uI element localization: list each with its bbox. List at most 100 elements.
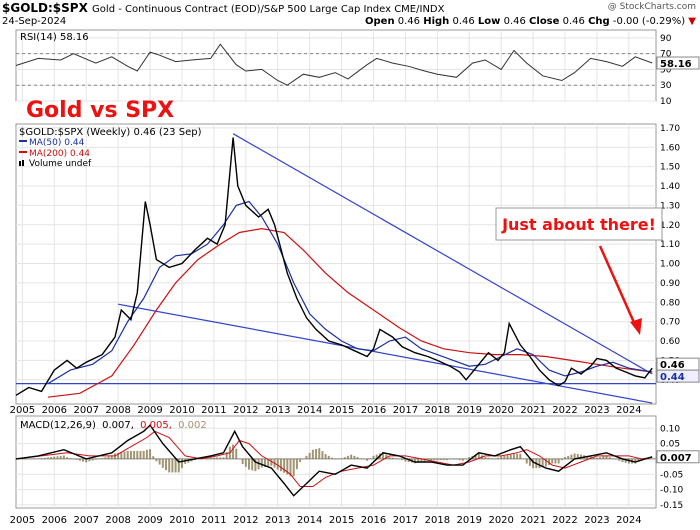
macd-hist-bar [602, 456, 605, 459]
macd-year-label: 2005 [10, 515, 35, 526]
macd-hist-bar [270, 458, 273, 466]
macd-year-label: 2011 [201, 515, 226, 526]
macd-hist-bar [219, 457, 222, 459]
macd-line [15, 424, 653, 497]
macd-year-label: 2012 [233, 515, 258, 526]
price-tick-label: 1.30 [660, 201, 680, 211]
macd-hist-bar [564, 457, 567, 459]
chart-symbol-header: $GOLD:$SPX Gold - Continuous Contract (E… [2, 1, 444, 15]
macd-hist-bar [91, 458, 94, 461]
symbol-label: $GOLD:$SPX [2, 1, 88, 15]
macd-hist-bar [43, 457, 46, 459]
price-tick-label: 0.90 [660, 279, 680, 289]
macd-legend-value: 0.007, [102, 420, 134, 431]
rsi-panel-frame [15, 29, 657, 102]
macd-hist-bar [136, 450, 139, 459]
macd-hist-bar [382, 452, 385, 459]
macd-hist-bar [474, 454, 477, 459]
macd-hist-bar [302, 458, 305, 460]
macd-hist-bar [59, 455, 62, 459]
macd-hist-bar [196, 458, 199, 460]
rsi-tick-label: 70 [660, 50, 672, 60]
macd-hist-bar [599, 457, 602, 459]
macd-hist-bar [260, 458, 263, 468]
price-year-label: 2007 [73, 405, 98, 416]
price-tick-label: 1.40 [660, 182, 680, 192]
open-label: Open [365, 16, 395, 27]
macd-hist-bar [496, 457, 499, 459]
close-label: Close [529, 16, 560, 27]
macd-hist-bar [420, 458, 423, 462]
macd-hist-bar [305, 455, 308, 459]
macd-hist-bar [254, 458, 257, 472]
volume-swatch-2 [22, 160, 24, 166]
ma-last-value: 0.44 [660, 372, 685, 383]
macd-hist-bar [586, 455, 589, 459]
macd-hist-bar [439, 458, 442, 461]
macd-hist-bar [88, 458, 91, 462]
macd-hist-bar [110, 455, 113, 459]
macd-hist-bar [225, 452, 228, 459]
macd-hist-bar [15, 458, 17, 460]
price-tick-label: 1.10 [660, 240, 680, 250]
macd-hist-bar [589, 456, 592, 459]
macd-hist-bar [490, 458, 493, 459]
price-year-label: 2013 [265, 405, 290, 416]
macd-tick-label: 0.10 [660, 424, 680, 434]
macd-hist-bar [551, 458, 554, 464]
source-watermark: @ StockCharts.com [607, 2, 696, 12]
price-year-label: 2023 [584, 405, 609, 416]
macd-hist-bar [608, 457, 611, 459]
macd-hist-bar [356, 457, 359, 459]
macd-hist-bar [206, 457, 209, 459]
macd-hist-bar [407, 458, 410, 462]
trendline-upper [232, 133, 653, 375]
ohlc-readout: Open 0.46 High 0.46 Low 0.46 Close 0.46 … [365, 16, 696, 27]
macd-hist-bar [525, 458, 528, 464]
macd-hist-bar [500, 456, 503, 459]
macd-hist-bar [458, 458, 461, 461]
macd-hist-bar [429, 458, 432, 461]
chg-label: Chg [588, 16, 610, 27]
high-label: High [423, 16, 450, 27]
macd-hist-bar [232, 444, 235, 459]
macd-hist-bar [168, 458, 171, 473]
macd-hist-bar [576, 454, 579, 459]
open-value: 0.46 [397, 16, 421, 27]
macd-hist-bar [512, 454, 515, 459]
macd-hist-bar [24, 458, 27, 460]
macd-hist-bar [129, 450, 132, 459]
macd-hist-bar [452, 458, 455, 460]
macd-hist-bar [133, 450, 136, 459]
macd-hist-bar [171, 458, 174, 473]
macd-hist-bar [327, 455, 330, 459]
macd-hist-bar [621, 458, 624, 462]
price-year-label: 2012 [233, 405, 258, 416]
rsi-tick-label: 30 [660, 81, 672, 91]
chart-date: 24-Sep-2024 [2, 16, 67, 27]
price-tick-label: 1.70 [660, 124, 680, 134]
macd-hist-bar [78, 458, 81, 461]
macd-hist-bar [123, 451, 126, 459]
macd-year-label: 2016 [361, 515, 386, 526]
macd-hist-bar [120, 452, 123, 459]
macd-year-label: 2024 [616, 515, 641, 526]
macd-year-label: 2006 [42, 515, 67, 526]
rsi-tick-label: 50 [660, 65, 672, 75]
macd-hist-bar [46, 457, 49, 459]
macd-hist-bar [337, 458, 340, 460]
macd-hist-bar [180, 458, 183, 469]
macd-hist-bar [557, 458, 560, 464]
macd-hist-bar [366, 458, 369, 461]
macd-hist-bar [528, 458, 531, 466]
macd-hist-bar [532, 458, 535, 469]
macd-hist-bar [69, 458, 72, 459]
callout-text: Just about there! [501, 215, 656, 234]
macd-hist-bar [567, 455, 570, 459]
macd-hist-bar [611, 458, 614, 459]
macd-hist-bar [152, 456, 155, 459]
macd-hist-bar [321, 451, 324, 459]
macd-hist-bar [353, 455, 356, 459]
macd-year-label: 2014 [297, 515, 322, 526]
macd-hist-bar [142, 450, 145, 459]
